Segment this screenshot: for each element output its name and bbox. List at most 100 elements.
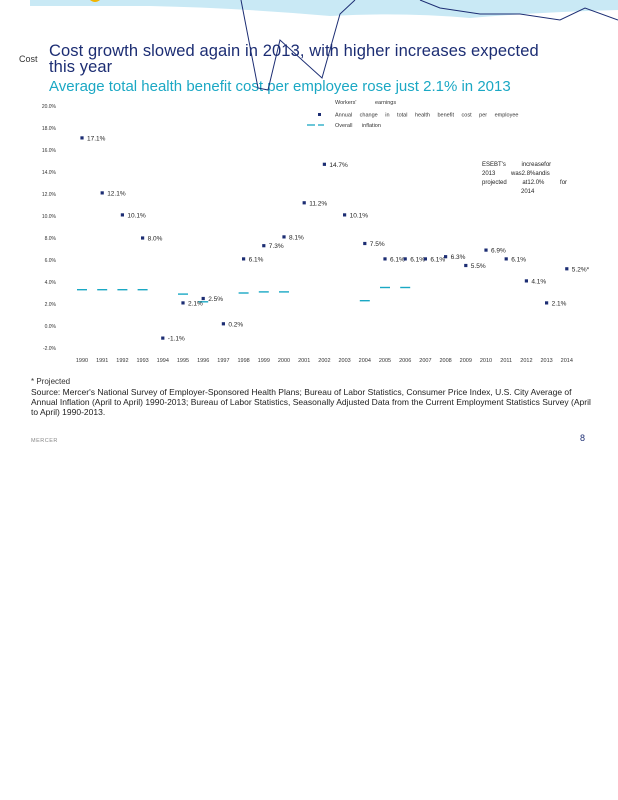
data-point xyxy=(403,257,407,261)
x-tick-label: 2007 xyxy=(419,358,431,364)
page-number: 8 xyxy=(580,433,586,443)
x-tick-label: 1991 xyxy=(96,358,108,364)
y-tick-label: 0.0% xyxy=(45,324,57,330)
legend-label: earnings xyxy=(375,100,396,106)
x-tick-label: 1996 xyxy=(197,358,209,364)
y-tick-label: 10.0% xyxy=(42,214,57,220)
annotation-text: 2014 xyxy=(521,189,535,195)
y-tick-label: 14.0% xyxy=(42,170,57,176)
header-banner xyxy=(0,0,618,26)
data-label: -1.1% xyxy=(168,336,185,343)
data-point xyxy=(383,257,387,261)
data-point xyxy=(242,257,246,261)
decorative-line xyxy=(419,0,618,21)
annotation-text: 2013 was2.8%andis xyxy=(482,171,550,177)
data-label: 10.1% xyxy=(127,212,146,219)
y-tick-label: -2.0% xyxy=(43,346,57,352)
x-tick-label: 2006 xyxy=(399,358,411,364)
data-label: 7.5% xyxy=(370,241,385,248)
legend-label: Annual change in total health benefit co… xyxy=(335,113,518,119)
x-tick-label: 1999 xyxy=(258,358,270,364)
data-label: 6.3% xyxy=(451,254,466,261)
x-tick-label: 1990 xyxy=(76,358,88,364)
data-point xyxy=(221,322,225,326)
x-tick-label: 1994 xyxy=(157,358,169,364)
data-label: 17.1% xyxy=(87,135,106,142)
data-point xyxy=(484,248,488,252)
data-point xyxy=(161,336,165,340)
data-point xyxy=(504,257,508,261)
x-tick-label: 2004 xyxy=(359,358,371,364)
x-tick-label: 2008 xyxy=(439,358,451,364)
data-label: 8.0% xyxy=(148,236,163,243)
data-point xyxy=(423,257,427,261)
data-label: 2.1% xyxy=(552,300,567,307)
x-tick-label: 1998 xyxy=(237,358,249,364)
section-tag: Cost xyxy=(19,54,38,64)
y-tick-label: 16.0% xyxy=(42,148,57,154)
y-tick-label: 12.0% xyxy=(42,192,57,198)
data-point xyxy=(545,301,549,305)
data-label: 6.1% xyxy=(390,256,405,263)
x-tick-label: 2002 xyxy=(318,358,330,364)
x-tick-label: 2000 xyxy=(278,358,290,364)
annotation-text: ESEBT's increasefor xyxy=(482,162,551,168)
x-tick-label: 2012 xyxy=(520,358,532,364)
legend-label: Workers' xyxy=(335,100,356,106)
x-tick-label: 2010 xyxy=(480,358,492,364)
data-label: 2.5% xyxy=(208,296,223,303)
data-label: 6.1% xyxy=(410,256,425,263)
footnote: * Projected xyxy=(31,377,71,386)
x-tick-label: 2009 xyxy=(460,358,472,364)
y-tick-label: 6.0% xyxy=(45,258,57,264)
data-point xyxy=(302,201,306,205)
data-point xyxy=(262,244,266,248)
data-point xyxy=(201,296,205,301)
data-label: 5.2%* xyxy=(572,266,590,273)
data-point xyxy=(565,267,569,271)
annotation-text: projected at12.0% for xyxy=(482,180,567,186)
data-point xyxy=(464,263,468,268)
data-point xyxy=(181,301,185,305)
data-point xyxy=(141,236,145,240)
y-tick-label: 18.0% xyxy=(42,126,57,132)
data-point xyxy=(80,136,84,140)
data-label: 0.2% xyxy=(228,321,243,328)
data-label: 14.7% xyxy=(329,162,348,169)
data-label: 6.1% xyxy=(511,256,526,263)
slide-subtitle: Average total health benefit cost per em… xyxy=(49,78,511,95)
x-tick-label: 2001 xyxy=(298,358,310,364)
x-tick-label: 1993 xyxy=(136,358,148,364)
x-tick-label: 2005 xyxy=(379,358,391,364)
x-tick-label: 2014 xyxy=(561,358,573,364)
data-point xyxy=(282,235,286,239)
data-point xyxy=(363,241,367,246)
y-tick-label: 20.0% xyxy=(42,104,57,110)
data-label: 7.3% xyxy=(269,243,284,250)
data-label: 8.1% xyxy=(289,234,304,241)
decorative-line xyxy=(240,0,356,91)
data-point xyxy=(100,191,104,195)
legend-label: Overall inflation xyxy=(335,123,381,129)
data-label: 12.1% xyxy=(107,190,126,197)
y-tick-label: 4.0% xyxy=(45,280,57,286)
slide-title: Cost growth slowed again in 2013, with h… xyxy=(49,42,539,76)
legend-marker-cost xyxy=(318,113,321,116)
x-tick-label: 1995 xyxy=(177,358,189,364)
y-tick-label: 8.0% xyxy=(45,236,57,242)
x-tick-label: 2003 xyxy=(338,358,350,364)
data-label: 6.9% xyxy=(491,248,506,255)
source-note: Source: Mercer's National Survey of Empl… xyxy=(31,387,591,417)
data-label: 2.1% xyxy=(188,300,203,307)
x-tick-label: 1992 xyxy=(116,358,128,364)
data-label: 4.1% xyxy=(531,278,546,285)
data-label: 6.1% xyxy=(249,256,264,263)
x-tick-label: 1997 xyxy=(217,358,229,364)
data-label: 6.1% xyxy=(430,256,445,263)
data-label: 5.5% xyxy=(471,263,486,270)
data-point xyxy=(322,162,326,166)
x-tick-label: 2013 xyxy=(540,358,552,364)
data-point xyxy=(444,255,448,259)
data-label: 10.1% xyxy=(350,212,369,219)
